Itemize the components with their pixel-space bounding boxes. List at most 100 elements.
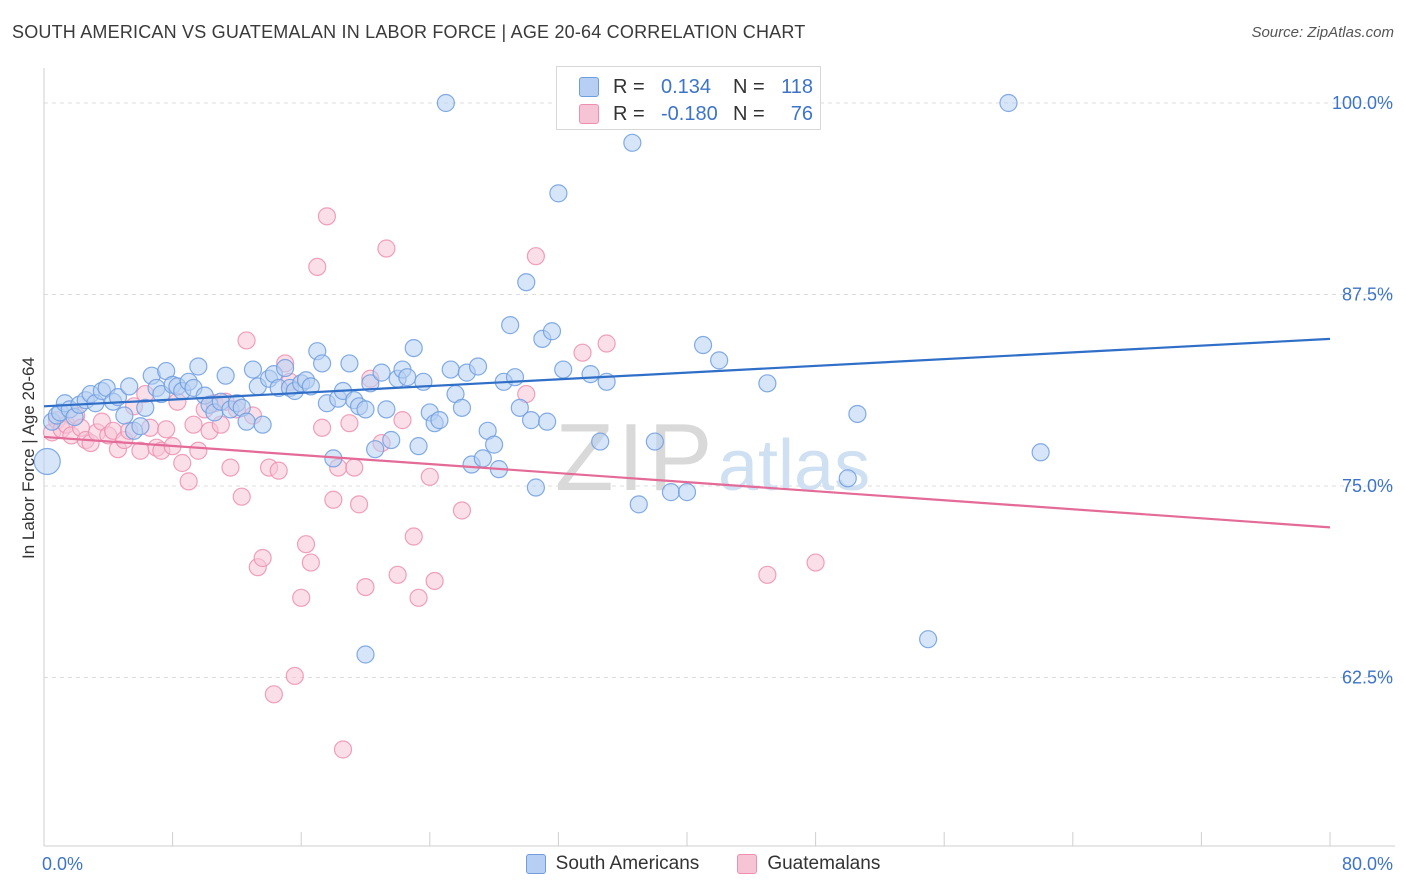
source-label: Source: ZipAtlas.com [1251, 24, 1394, 41]
grid-lines [44, 102, 1395, 678]
south-american-point [120, 377, 139, 396]
guatemalan-point [301, 553, 320, 572]
guatemalan-point [333, 740, 353, 759]
guatemalan-point [597, 334, 616, 353]
guatemalan-point [292, 588, 311, 607]
south-american-point [538, 412, 557, 431]
guatemalan-point [425, 571, 444, 591]
chart-title: SOUTH AMERICAN VS GUATEMALAN IN LABOR FO… [12, 22, 806, 42]
south-american-point [510, 398, 529, 417]
trend-lines [43, 337, 1331, 529]
south-american-point [243, 360, 263, 379]
south-american-point [838, 469, 857, 488]
south-american-point [485, 435, 504, 454]
guatemalan-point [377, 239, 396, 258]
guatemalan-point [526, 247, 545, 266]
south-american-point [436, 93, 455, 113]
x-tick-labels: 0.0% 80.0% [42, 854, 1393, 874]
y-tick-label: 87.5% [1342, 284, 1393, 304]
guatemalan-point [269, 461, 288, 480]
guatemalan-point [573, 343, 592, 362]
south-american-point [340, 354, 359, 373]
guatemalan-point [189, 441, 208, 460]
stats-legend: R = 0.134 N = 118 R = -0.180 N = 76 [556, 66, 821, 130]
south-american-point [216, 366, 235, 385]
n-value: 118 [781, 75, 813, 98]
south-american-point [382, 430, 401, 450]
n-value: 76 [790, 102, 813, 125]
guatemalan-point [409, 588, 428, 607]
guatemalan-point [264, 685, 283, 704]
guatemalan-point [232, 487, 251, 506]
guatemalan-point [393, 411, 412, 430]
south-american-point [1031, 443, 1050, 462]
y-tick-labels: 62.5% 75.0% 87.5% 100.0% [1332, 93, 1393, 687]
south-american-point [441, 360, 460, 379]
legend-swatch-pink [737, 854, 758, 874]
x-tick-label: 80.0% [1342, 854, 1393, 874]
guatemalan-point [237, 331, 256, 350]
south-american-point [517, 273, 536, 292]
south-americans-trend-line [43, 337, 1331, 408]
south-american-point [919, 630, 938, 649]
guatemalan-point [340, 414, 359, 433]
south-american-point [189, 357, 208, 376]
south-american-point [542, 322, 562, 341]
south-american-point [312, 354, 332, 373]
south-american-point [693, 335, 713, 355]
legend-label: South Americans [555, 853, 700, 874]
guatemalan-point [173, 453, 192, 473]
guatemalan-point [253, 548, 272, 568]
south-american-point [115, 406, 134, 425]
legend-swatch-pink [579, 104, 599, 124]
south-american-point [521, 411, 541, 430]
south-american-point [136, 398, 155, 417]
r-key: R = [613, 75, 645, 98]
south-american-point [473, 449, 492, 468]
watermark: ZIP atlas [555, 404, 870, 511]
guatemalan-point [184, 415, 203, 434]
south-american-point [356, 645, 375, 664]
y-tick-label: 100.0% [1332, 93, 1393, 113]
south-american-point [623, 133, 642, 152]
guatemalan-point [296, 535, 316, 554]
south-american-point [526, 478, 545, 497]
south-american-point [372, 363, 391, 382]
legend-swatch-blue [579, 77, 599, 97]
south-american-point [276, 358, 295, 378]
south-american-point [677, 483, 697, 502]
r-value: -0.180 [661, 102, 718, 125]
south-american-point [591, 432, 610, 451]
stats-row-south-americans: R = 0.134 N = 118 [579, 73, 813, 101]
y-tick-label: 62.5% [1342, 667, 1393, 687]
stats-row-guatemalans: R = -0.180 N = 76 [579, 100, 813, 128]
guatemalan-point [356, 577, 375, 597]
r-value: 0.134 [661, 75, 712, 98]
legend-item-guatemalans[interactable]: Guatemalans [737, 851, 880, 877]
guatemalan-point [157, 420, 176, 439]
south-american-point [848, 404, 867, 424]
guatemalan-point [317, 207, 337, 226]
guatemalan-point [806, 553, 825, 572]
legend-item-south-americans[interactable]: South Americans [525, 851, 700, 877]
south-american-point [237, 412, 256, 431]
south-american-point [661, 483, 681, 502]
guatemalan-point [388, 565, 407, 584]
n-key: N = [733, 75, 765, 98]
x-tick-label: 0.0% [42, 854, 83, 874]
south-american-point [409, 437, 428, 456]
south-american-point [581, 365, 600, 384]
guatemalan-point [221, 458, 240, 477]
guatemalans-trend-line [43, 435, 1331, 529]
south-american-point [366, 440, 385, 459]
south-american-point [131, 417, 150, 436]
south-american-point [430, 411, 449, 430]
south-american-point [361, 374, 380, 393]
south-american-point [758, 374, 777, 393]
guatemalan-point [308, 257, 327, 277]
south-american-point [645, 432, 664, 451]
guatemalan-point [404, 527, 423, 546]
r-key: R = [613, 102, 645, 125]
guatemalan-point [349, 495, 369, 514]
guatemalan-point [285, 666, 304, 686]
